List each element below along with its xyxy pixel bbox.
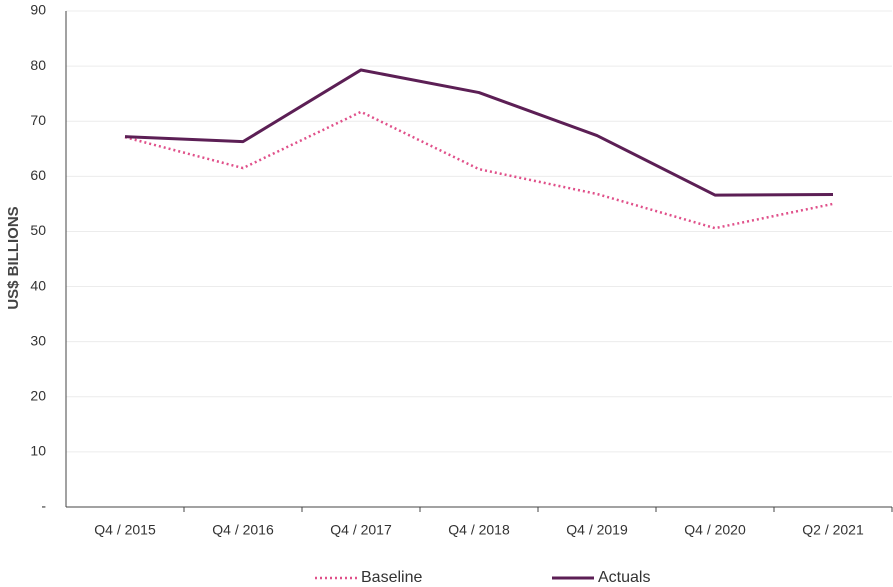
line-series (124, 68, 834, 197)
x-tick-label: Q4 / 2020 (684, 522, 746, 538)
legend-label: Actuals (598, 569, 650, 586)
y-tick-label: - (41, 498, 46, 514)
x-tick-label: Q4 / 2015 (94, 522, 156, 538)
line-series (124, 110, 834, 230)
y-tick-label: 80 (30, 57, 46, 73)
y-tick-label: 20 (30, 387, 46, 403)
x-tick-label: Q4 / 2018 (448, 522, 510, 538)
x-tick-label: Q4 / 2017 (330, 522, 392, 538)
y-tick-label: 40 (30, 277, 46, 293)
x-tick-label: Q4 / 2019 (566, 522, 628, 538)
y-tick-label: 10 (30, 443, 46, 459)
y-axis-label: US$ BILLIONS (5, 206, 22, 309)
x-tick-label: Q2 / 2021 (802, 522, 864, 538)
legend-label: Baseline (361, 569, 422, 586)
y-tick-label: 60 (30, 167, 46, 183)
y-tick-label: 30 (30, 332, 46, 348)
x-tick-label: Q4 / 2016 (212, 522, 274, 538)
y-tick-label: 70 (30, 112, 46, 128)
y-tick-label: 90 (30, 2, 46, 18)
y-tick-label: 50 (30, 222, 46, 238)
